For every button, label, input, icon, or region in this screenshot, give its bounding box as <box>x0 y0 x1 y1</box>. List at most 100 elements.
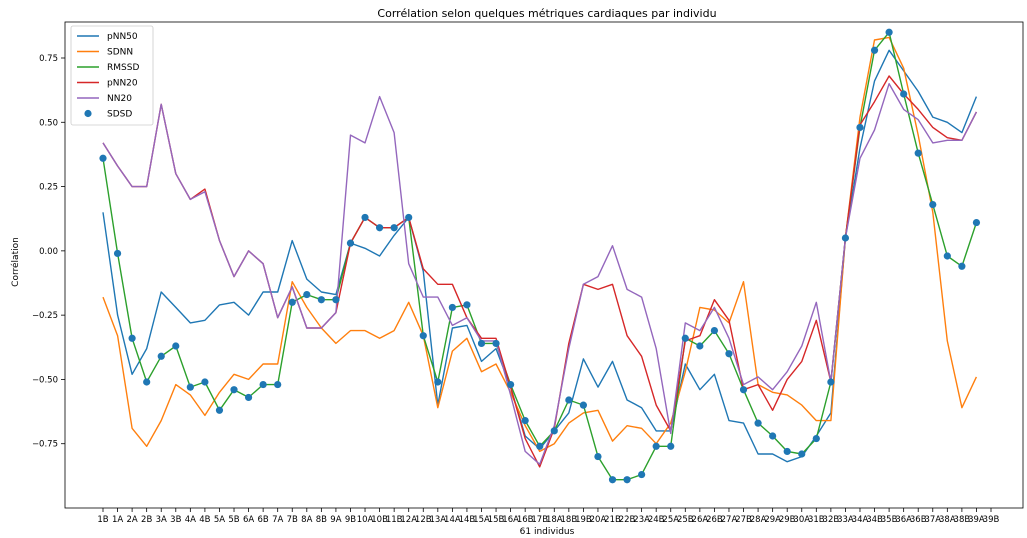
point-sdsd <box>463 301 471 309</box>
y-axis-label: Corrélation <box>10 237 21 287</box>
point-sdsd <box>550 427 558 435</box>
x-tick-label: 26B <box>706 515 723 525</box>
legend-label-pnn50: pNN50 <box>107 32 138 42</box>
x-tick-label: 1A <box>112 515 123 525</box>
x-axis-label: 61 individus <box>520 527 575 537</box>
x-tick-label: 20A <box>590 515 607 525</box>
point-sdsd <box>448 303 456 312</box>
legend-label-rmssd: RMSSD <box>107 63 139 73</box>
point-sdsd <box>303 290 311 299</box>
x-tick-label: 28A <box>750 515 767 525</box>
point-sdsd <box>870 46 879 54</box>
series-line-pnn20 <box>102 75 978 468</box>
point-sdsd <box>361 213 369 222</box>
x-tick-label: 14B <box>459 515 476 525</box>
x-tick-label: 36A <box>895 515 912 525</box>
x-tick-label: 5B <box>228 515 239 525</box>
point-sdsd <box>274 380 282 389</box>
point-sdsd <box>405 213 413 222</box>
x-tick-label: 4A <box>185 515 196 525</box>
x-tick-label: 22B <box>619 515 636 525</box>
point-sdsd <box>157 352 165 360</box>
x-tick-label: 33A <box>837 515 854 525</box>
point-sdsd <box>798 450 806 458</box>
x-tick-label: 16A <box>502 515 519 525</box>
point-sdsd <box>346 239 355 247</box>
point-sdsd <box>536 442 544 450</box>
point-sdsd <box>623 476 631 484</box>
legend-swatch-sdsd <box>84 109 92 118</box>
point-sdsd <box>667 442 675 450</box>
series-line-rmssd <box>102 31 978 481</box>
point-sdsd <box>827 378 835 386</box>
x-tick-label: 34A <box>852 515 869 525</box>
point-sdsd <box>201 378 209 386</box>
legend: pNN50 SDNN RMSSD pNN20 NN20 SDSD <box>70 25 154 126</box>
x-tick-label: 37A <box>924 515 941 525</box>
series-line-sdnn <box>102 36 978 453</box>
x-tick-label: 2A <box>126 515 137 525</box>
point-sdsd <box>696 342 704 350</box>
x-tick-label: 8A <box>301 515 312 525</box>
point-sdsd <box>492 339 500 348</box>
point-sdsd <box>914 149 922 157</box>
point-sdsd <box>608 476 617 484</box>
y-tick-label: 0.25 <box>39 183 58 193</box>
point-sdsd <box>507 380 515 389</box>
x-tick-label: 39A <box>968 515 985 525</box>
x-tick-label: 39B <box>983 515 1000 525</box>
x-tick-label: 32B <box>823 515 840 525</box>
point-sdsd <box>143 378 151 386</box>
y-tick-label: −0.75 <box>32 440 58 450</box>
legend-label-pnn20: pNN20 <box>107 79 138 89</box>
x-tick-label: 27A <box>721 515 738 525</box>
x-tick-label: 21B <box>604 515 621 525</box>
legend-label-sdsd: SDSD <box>107 110 132 120</box>
x-tick-label: 12A <box>400 515 417 525</box>
point-sdsd <box>594 452 602 461</box>
point-sdsd <box>725 350 733 358</box>
x-tick-label: 7A <box>272 515 283 525</box>
point-sdsd <box>958 262 966 270</box>
point-sdsd <box>186 383 194 391</box>
point-sdsd <box>215 406 224 414</box>
x-tick-label: 8B <box>316 515 327 525</box>
series-line-nn20 <box>102 82 978 465</box>
point-sdsd <box>128 334 136 342</box>
point-sdsd <box>769 432 777 440</box>
x-tick-label: 38B <box>954 515 971 525</box>
point-sdsd <box>681 334 689 342</box>
x-tick-label: 16B <box>517 515 534 525</box>
x-tick-label: 3A <box>156 515 167 525</box>
legend-label-sdnn: SDNN <box>107 48 133 58</box>
x-tick-label: 27B <box>735 515 752 525</box>
x-tick-label: 35B <box>881 515 898 525</box>
x-tick-label: 2B <box>141 515 152 525</box>
point-sdsd <box>172 342 180 350</box>
plot-frame <box>64 21 1024 509</box>
point-sdsd <box>900 90 908 98</box>
point-sdsd <box>943 252 951 260</box>
point-sdsd <box>929 200 937 209</box>
x-tick-label: 11B <box>386 515 403 525</box>
point-sdsd <box>754 419 762 427</box>
x-tick-label: 17B <box>531 515 548 525</box>
point-sdsd <box>259 380 267 389</box>
point-sdsd <box>885 28 893 36</box>
x-tick-label: 1B <box>97 515 108 525</box>
x-tick-label: 34B <box>866 515 883 525</box>
point-sdsd <box>434 378 442 386</box>
x-tick-label: 24B <box>648 515 665 525</box>
point-sdsd <box>972 218 981 227</box>
x-tick-label: 10B <box>371 515 388 525</box>
point-sdsd <box>579 401 587 409</box>
x-tick-label: 6B <box>258 515 269 525</box>
x-tick-label: 10A <box>357 515 374 525</box>
point-sdsd <box>99 154 107 162</box>
x-tick-label: 29B <box>779 515 796 525</box>
series-line-pnn50 <box>102 49 978 463</box>
point-sdsd <box>638 470 646 479</box>
x-tick-label: 38A <box>939 515 956 525</box>
